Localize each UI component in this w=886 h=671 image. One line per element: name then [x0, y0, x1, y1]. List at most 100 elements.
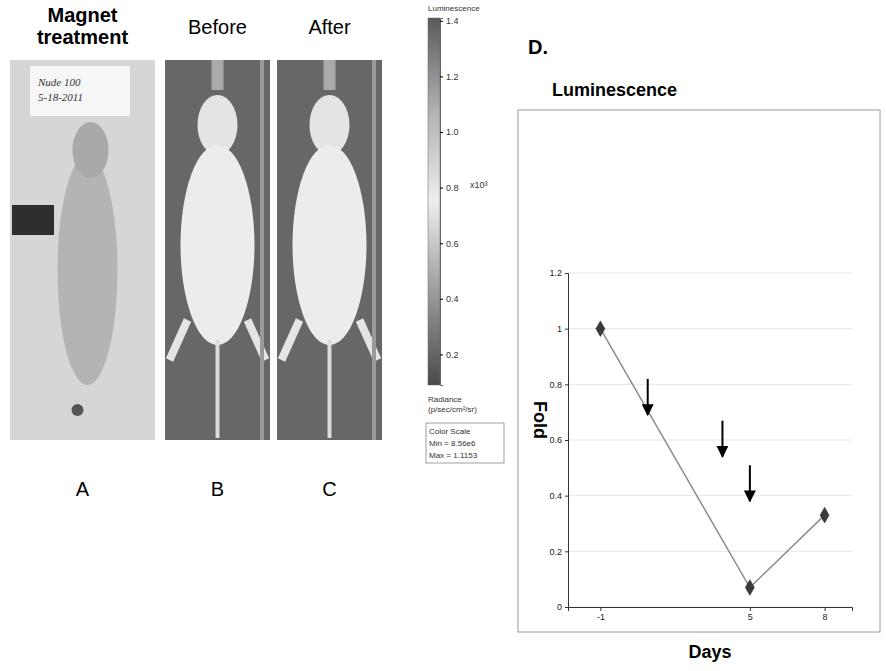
- y-axis-title: Fold: [530, 401, 550, 439]
- grid-line: [568, 440, 852, 441]
- color-bar-unit: x10³: [470, 180, 488, 190]
- color-bar-tick-mark: [440, 354, 443, 355]
- stage-bar: [260, 60, 264, 440]
- color-bar-tick-label: 1.4: [446, 16, 459, 26]
- tick-label: 0.8: [549, 380, 562, 390]
- nose-cone: [212, 60, 224, 90]
- color-bar-tick-label: 1.2: [446, 72, 459, 82]
- data-line: [600, 329, 824, 588]
- color-bar-tick-label: 0.2: [446, 350, 459, 360]
- color-bar-tick-mark: [440, 243, 443, 244]
- color-bar-tick: 0.2: [440, 350, 459, 360]
- chart-frame: [518, 110, 880, 632]
- y-axis: 0 0.2 0.4 0.6 0.8 1 1.2: [549, 268, 568, 612]
- photo-panel: [277, 60, 382, 440]
- panel-title: Magnettreatment: [37, 4, 128, 48]
- tick-mark: [565, 273, 568, 274]
- color-bar-label: Radiance(p/sec/cm²/sr): [428, 395, 477, 414]
- stage-bar: [372, 60, 376, 440]
- tick-label: 0.6: [549, 435, 562, 445]
- y-tick: 1: [557, 324, 568, 334]
- photo-panel: [165, 60, 270, 440]
- color-bar-tick-mark: [440, 132, 443, 133]
- photo-panel: Nude 100 5-18-2011: [10, 60, 155, 440]
- tick-label: 5: [748, 612, 753, 622]
- tick-label: -1: [597, 612, 605, 622]
- color-bar-tick-label: 0.4: [446, 294, 459, 304]
- panel-title: Before: [188, 16, 247, 38]
- mouse-tail: [216, 340, 220, 438]
- panel-letter: D.: [528, 36, 548, 58]
- x-tick: -1: [597, 607, 605, 622]
- y-tick: 1.2: [549, 268, 568, 278]
- mouse-tail: [328, 340, 332, 438]
- color-bar-tick: 1.4: [440, 16, 459, 26]
- photo-background: [10, 60, 155, 440]
- y-tick: 0.2: [549, 547, 568, 557]
- color-bar-tick: 0.8: [440, 183, 459, 193]
- text-line: Before: [188, 16, 247, 38]
- x-axis: -1 5 8: [569, 607, 853, 622]
- color-bar-title: Luminescence: [428, 4, 480, 13]
- tick-mark: [565, 329, 568, 330]
- text-line: After: [308, 16, 351, 38]
- data-point: [820, 507, 829, 523]
- tick-label: 0.4: [549, 491, 562, 501]
- mouse-body: [181, 145, 255, 345]
- tick-label: 1.2: [549, 268, 562, 278]
- tick-label: 8: [823, 612, 828, 622]
- tick-mark: [750, 607, 751, 611]
- tick-mark: [565, 440, 568, 441]
- mouse-body: [58, 155, 118, 385]
- tick-mark: [565, 496, 568, 497]
- color-bar-tick: 1.0: [440, 127, 459, 137]
- color-bar-axis-line: [441, 19, 444, 386]
- x-axis-title: Days: [688, 642, 731, 662]
- magnet: [12, 205, 54, 235]
- x-tick: 8: [823, 607, 828, 622]
- panel-title: After: [308, 16, 351, 38]
- text-line: treatment: [37, 26, 128, 48]
- grid-line: [568, 273, 852, 274]
- text-line: Magnet: [48, 4, 118, 26]
- tick-label: 1: [557, 324, 562, 334]
- y-tick: 0: [557, 602, 568, 612]
- grid-line: [568, 495, 852, 496]
- panel-letter: B: [211, 478, 224, 500]
- color-scale-text: Max = 1.1153: [429, 451, 478, 460]
- text-line: Radiance: [428, 395, 462, 404]
- treatment-arrow: [647, 379, 649, 415]
- tick-label: 0: [557, 602, 562, 612]
- grid-line: [568, 328, 852, 329]
- figure: Nude 100 5-18-2011 Magnettreatment A Before B…: [0, 0, 886, 671]
- panel-letter: C: [322, 478, 336, 500]
- note-text: Nude 100 5-18-2011: [37, 76, 83, 103]
- color-bar-axis: 0.2 0.4 0.6 0.8 1.0 1.2 1.4: [440, 16, 459, 385]
- color-bar-tick: 0.6: [440, 239, 459, 249]
- note-line: 5-18-2011: [38, 91, 83, 103]
- chart-title: Luminescence: [552, 80, 677, 100]
- note-line: Nude 100: [37, 76, 81, 88]
- color-bar-tick: 1.2: [440, 72, 459, 82]
- tick-label: 0.2: [549, 547, 562, 557]
- color-scale-text: Min = 8.56e6: [429, 439, 476, 448]
- note-card: [30, 66, 130, 116]
- tick-mark: [600, 607, 601, 611]
- treatment-arrow: [721, 421, 723, 457]
- tick-mark: [825, 607, 826, 611]
- grid-line: [568, 384, 852, 385]
- data-point: [596, 321, 605, 337]
- tick-mark: [565, 551, 568, 552]
- text-line: (p/sec/cm²/sr): [428, 405, 477, 414]
- axis-line: [569, 608, 853, 612]
- color-scale-box: [426, 423, 504, 463]
- plot-area: [596, 321, 829, 595]
- y-tick: 0.4: [549, 491, 568, 501]
- treatment-arrow: [749, 465, 751, 501]
- color-bar-tick-mark: [440, 299, 443, 300]
- mouse-body: [293, 145, 367, 345]
- color-bar-tick-mark: [440, 21, 443, 22]
- panel-letter: A: [76, 478, 90, 500]
- y-tick: 0.6: [549, 435, 568, 445]
- color-bar-tick-label: 1.0: [446, 127, 459, 137]
